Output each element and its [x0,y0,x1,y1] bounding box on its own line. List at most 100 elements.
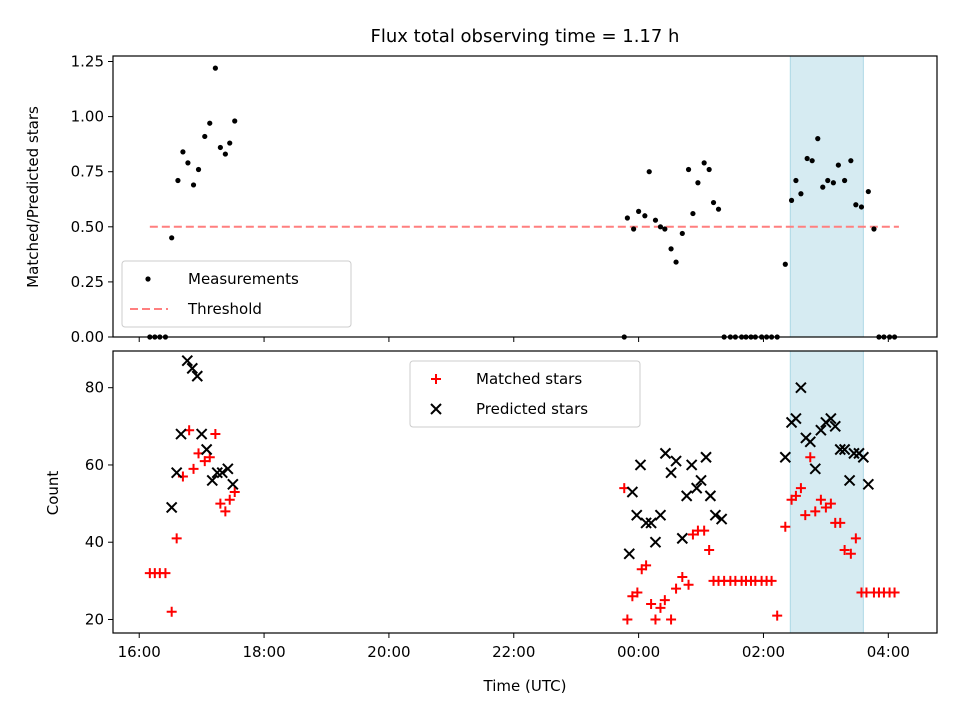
data-point [839,544,850,555]
legend-marker [430,403,442,415]
data-point [670,455,682,467]
data-point [626,486,639,498]
data-point [676,532,689,545]
data-point [815,424,827,436]
data-point [795,483,806,494]
data-point [838,443,851,456]
legend-label: Predicted stars [476,400,588,418]
axes-frame [112,55,938,338]
data-point [170,466,183,479]
data-point [830,180,836,186]
data-point [825,498,836,509]
data-point [160,568,171,579]
data-point [766,575,777,586]
data-point [200,443,213,456]
data-point [202,133,208,140]
legend-label: Matched stars [476,370,582,388]
data-point [853,202,859,208]
legend-marker [431,374,441,384]
data-point [206,474,218,487]
data-point [657,224,664,230]
data-point [622,614,633,625]
data-point [795,381,807,394]
y-tick-label: 1.25 [71,53,104,71]
legend-marker [145,276,151,282]
data-point [825,177,831,184]
data-point [190,182,197,188]
data-point [652,217,659,223]
data-point [793,177,799,184]
data-point [798,191,804,197]
data-point [825,412,837,425]
y-tick-label: 40 [85,533,104,551]
data-point [665,466,677,479]
legend-label: Threshold [187,300,262,318]
data-point [195,428,208,440]
data-point [842,177,848,184]
legend: Measurements Threshold [121,260,352,328]
data-point [701,160,707,166]
data-point [848,447,860,460]
data-point [650,614,661,625]
data-point [685,166,692,173]
data-point [185,160,191,166]
data-point [690,210,696,217]
data-point [631,226,637,232]
y-tick-label: 60 [85,456,104,474]
data-point [212,65,218,71]
legend-label: Measurements [188,270,299,288]
x-axis-label: Time (UTC) [483,677,567,695]
x-tick-label: 22:00 [492,643,535,661]
data-point [805,452,816,463]
data-point [171,533,182,544]
data-point [889,587,900,598]
data-point [780,521,791,532]
data-point [835,162,841,168]
y-tick-label: 20 [85,610,104,628]
data-point [679,230,685,237]
data-point [645,517,657,529]
y-tick-label: 0.25 [71,273,104,291]
x-tick-label: 02:00 [742,643,785,661]
data-point [224,494,235,505]
data-point [673,259,679,265]
legend-box [409,360,641,428]
data-point [181,354,193,367]
axes-frame [112,350,938,634]
data-point [227,140,233,146]
data-point [175,177,181,184]
data-point [632,587,643,598]
data-point [710,199,717,206]
data-point [706,166,712,173]
data-point [659,595,670,606]
data-point [207,120,213,126]
data-point [790,490,801,501]
data-point [815,136,821,142]
data-point [829,420,841,433]
data-point [636,208,642,214]
data-point [217,144,223,151]
data-point [229,487,240,497]
data-point [634,459,647,471]
data-point [646,169,652,175]
data-point [857,451,870,463]
data-point [804,436,816,448]
highlight-span [789,55,864,338]
data-point [631,509,643,521]
data-point [640,517,652,529]
x-tick-label: 20:00 [367,643,410,661]
y-tick-label: 0.75 [71,163,104,181]
data-point [191,370,203,382]
data-point [695,474,707,487]
data-point [809,463,821,475]
data-point [683,579,694,590]
data-point [659,447,672,460]
data-point [641,560,652,571]
data-point [843,474,856,487]
x-tick-label: 04:00 [867,643,910,661]
data-point [715,206,722,212]
chart-title: Flux total observing time = 1.17 h [371,26,680,47]
data-point [699,525,710,536]
data-point [175,428,187,440]
